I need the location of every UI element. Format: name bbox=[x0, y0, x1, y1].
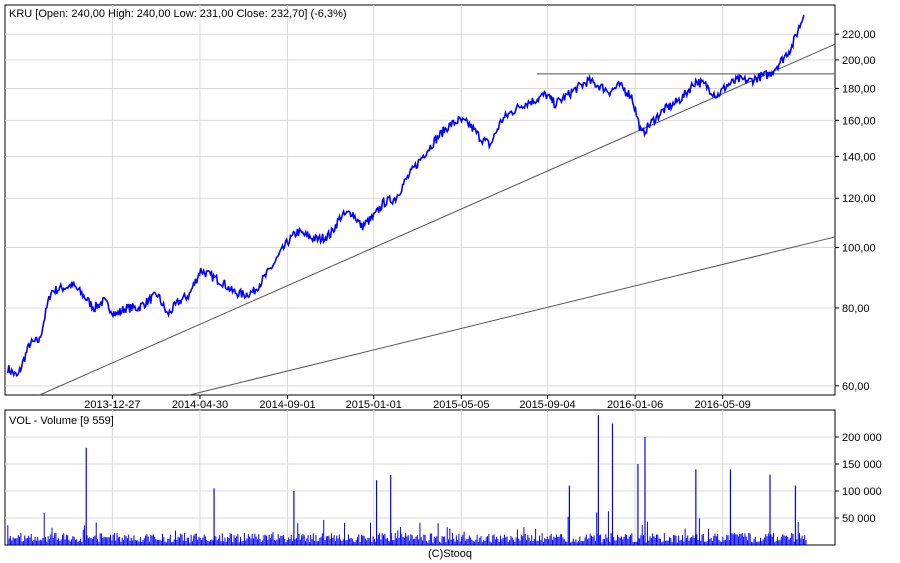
volume-y-tick-label: 150 000 bbox=[842, 459, 882, 471]
trendline bbox=[189, 236, 836, 396]
price-y-tick-label: 220,00 bbox=[842, 29, 876, 41]
price-y-tick-label: 60,00 bbox=[842, 381, 870, 393]
price-header: KRU [Open: 240,00 High: 240,00 Low: 231,… bbox=[9, 8, 347, 20]
price-series bbox=[7, 14, 805, 378]
date-tick-label: 2015-09-04 bbox=[519, 399, 575, 411]
date-tick-label: 2016-05-09 bbox=[695, 399, 751, 411]
price-y-tick-label: 200,00 bbox=[842, 55, 876, 67]
date-tick-label: 2015-01-01 bbox=[346, 399, 402, 411]
volume-header: VOL - Volume [9 559] bbox=[9, 415, 114, 427]
volume-panel-frame bbox=[4, 409, 836, 546]
source-credit: (C)Stooq bbox=[428, 548, 472, 560]
volume-y-tick-label: 50 000 bbox=[842, 513, 876, 525]
price-y-tick-label: 160,00 bbox=[842, 115, 876, 127]
date-tick-label: 2013-12-27 bbox=[84, 399, 140, 411]
date-tick-label: 2016-01-06 bbox=[607, 399, 663, 411]
date-tick-label: 2014-04-30 bbox=[172, 399, 228, 411]
volume-bars bbox=[7, 415, 807, 545]
price-y-tick-label: 80,00 bbox=[842, 303, 870, 315]
price-line bbox=[7, 14, 805, 378]
volume-y-tick-label: 100 000 bbox=[842, 486, 882, 498]
volume-y-tick-label: 200 000 bbox=[842, 432, 882, 444]
price-y-tick-label: 180,00 bbox=[842, 83, 876, 95]
trendline bbox=[39, 43, 836, 396]
date-tick-label: 2014-09-01 bbox=[259, 399, 315, 411]
date-tick-label: 2015-05-05 bbox=[433, 399, 489, 411]
volume-grid bbox=[5, 410, 835, 545]
date-axis: 2013-12-27 2014-04-30 2014-09-01 2015-01-01… bbox=[84, 395, 751, 411]
price-panel-frame bbox=[4, 4, 836, 396]
price-y-tick-label: 120,00 bbox=[842, 193, 876, 205]
volume-y-axis: 50 000 100 000 150 000 200 000 bbox=[835, 432, 882, 525]
trendlines bbox=[39, 43, 836, 396]
price-grid bbox=[5, 5, 835, 395]
price-y-tick-label: 100,00 bbox=[842, 243, 876, 255]
price-y-tick-label: 140,00 bbox=[842, 151, 876, 163]
price-y-axis: 60,00 80,00 100,00 120,00 140,00 160,00 180,00… bbox=[835, 29, 876, 393]
